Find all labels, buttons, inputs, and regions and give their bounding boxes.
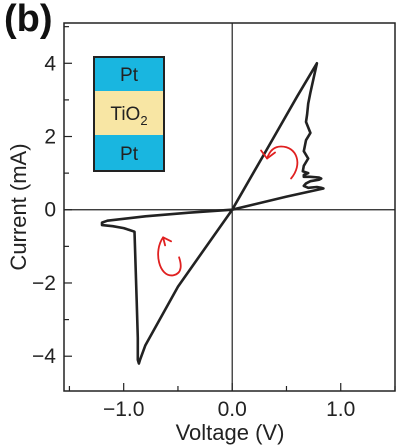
direction-arrow: [157, 236, 182, 277]
x-tick-label: 1.0: [326, 398, 355, 421]
annotation-layer: [157, 145, 299, 277]
y-tick-label: 0: [44, 199, 56, 222]
layer-label: Pt: [120, 144, 139, 165]
direction-arrow: [260, 145, 299, 180]
iv-curve: [100, 61, 325, 365]
layer-1: [94, 57, 164, 91]
plot-frame: [63, 22, 396, 392]
y-tick-label: −4: [32, 345, 56, 368]
panel-label: (b): [4, 0, 53, 40]
layer-3: [94, 135, 164, 171]
y-tick-label: 2: [44, 126, 56, 149]
y-axis-label: Current (mA): [6, 143, 31, 270]
x-tick-label: −1.0: [103, 398, 144, 421]
x-axis-ticks: −1.0 0.0 1.0: [68, 383, 396, 421]
x-axis-label: Voltage (V): [176, 420, 285, 445]
inset-frame: [93, 56, 165, 172]
x-tick-label: 0.0: [218, 398, 247, 421]
layer-label: Pt: [120, 65, 139, 86]
layer-2: [94, 91, 164, 135]
y-tick-label: 4: [44, 52, 56, 75]
y-axis-ticks: −4 −2 0 2 4: [32, 26, 72, 368]
series-layer: [100, 61, 325, 365]
y-tick-label: −2: [32, 272, 56, 295]
